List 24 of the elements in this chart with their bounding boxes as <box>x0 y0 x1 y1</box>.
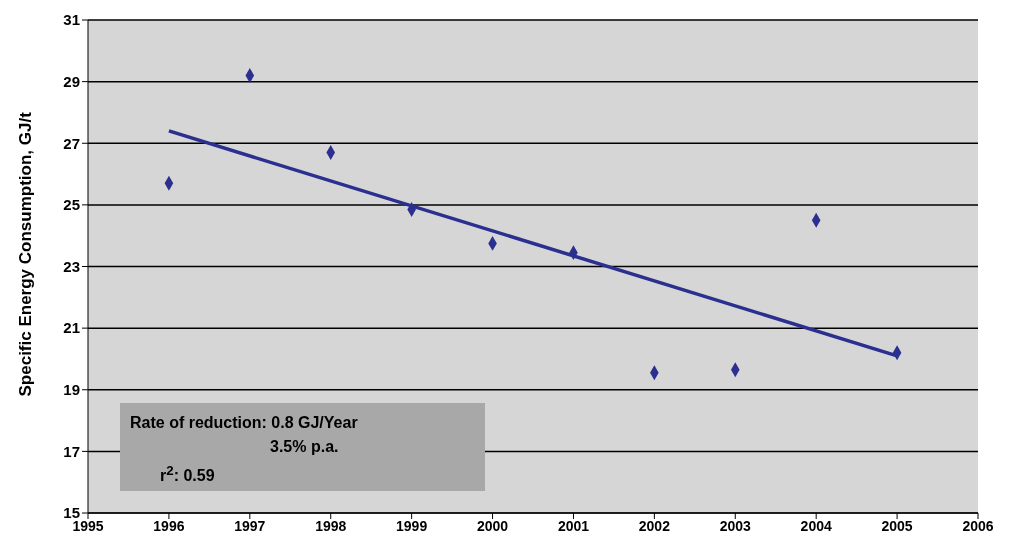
x-tick-label: 1998 <box>315 517 347 534</box>
y-tick-label: 25 <box>63 196 80 214</box>
x-tick-label: 1997 <box>234 517 266 534</box>
note-box: Rate of reduction: 0.8 GJ/Year 3.5% p.a. r$^{2}$: 0.59 <box>120 403 485 491</box>
y-tick-label: 19 <box>63 381 80 399</box>
x-tick-label: 1999 <box>396 517 428 534</box>
y-tick-label: 21 <box>63 319 80 337</box>
y-axis-title: Specific Energy Consumption, GJ/t <box>16 111 36 397</box>
y-tick-label: 27 <box>63 134 80 152</box>
x-tick-label: 2005 <box>881 517 913 534</box>
y-tick-label: 31 <box>63 11 80 29</box>
x-tick-label: 2006 <box>962 517 994 534</box>
x-tick-label: 2002 <box>638 517 671 534</box>
x-tick-label: 1996 <box>153 517 185 534</box>
x-tick-label: 2001 <box>557 517 590 534</box>
x-tick-label: 2003 <box>719 517 752 534</box>
x-tick-label: 2000 <box>476 517 509 534</box>
y-tick-label: 29 <box>63 72 80 90</box>
y-tick-label: 17 <box>63 442 80 460</box>
annotation: r$^{2}$: 0.59 <box>159 462 216 487</box>
annotation: 3.5% p.a. <box>269 437 340 457</box>
x-tick-label: 2004 <box>800 517 832 534</box>
annotation: Rate of reduction: 0.8 GJ/Year <box>130 413 359 433</box>
y-tick-label: 23 <box>63 257 80 275</box>
